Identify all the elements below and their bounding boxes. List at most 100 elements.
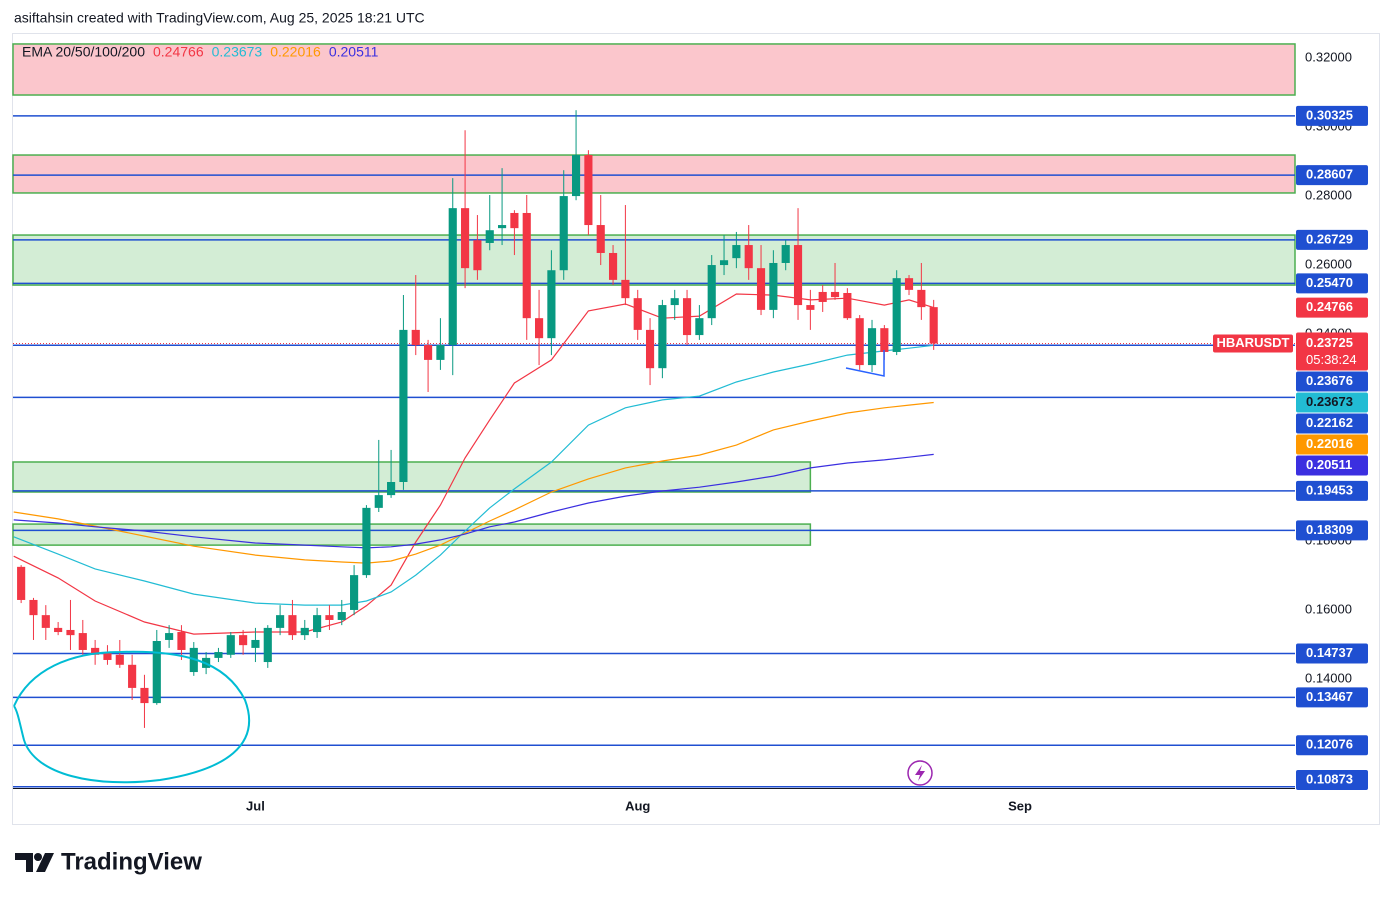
x-tick-label: Aug: [625, 798, 650, 813]
candle-body: [152, 641, 161, 704]
candle-body: [411, 329, 420, 346]
candle-body: [78, 633, 87, 650]
candle-body: [288, 615, 297, 636]
price-label-box: [1296, 297, 1368, 318]
drawings: [13, 350, 933, 786]
candle-body: [682, 298, 692, 336]
price-label-box: [1296, 413, 1368, 434]
zone: [12, 461, 812, 493]
zone: [12, 523, 812, 546]
brand: TradingView: [61, 848, 202, 875]
candle-body: [140, 687, 149, 704]
price-label-box: [1296, 273, 1368, 294]
candle-body: [485, 230, 494, 243]
candle-body: [855, 318, 864, 366]
y-tick-label: 0.14000: [1305, 670, 1352, 685]
candle-body: [325, 615, 334, 620]
zone: [12, 154, 1296, 194]
price-label: 0.22162: [1306, 415, 1353, 430]
legend-value: 0.22016: [270, 44, 321, 60]
candle-body: [461, 208, 470, 269]
x-tick-label: Jul: [246, 798, 265, 813]
candle-body: [756, 268, 766, 310]
candle-body: [547, 270, 556, 339]
levels: [13, 115, 1295, 788]
ema-line: [13, 401, 934, 564]
candle-body: [128, 664, 137, 688]
price-label: 0.24766: [1306, 299, 1353, 314]
price-label-box: [1296, 480, 1368, 501]
price-label: 0.19453: [1306, 482, 1353, 497]
y-tick-label: 0.32000: [1305, 50, 1352, 65]
logo-dot: [34, 853, 42, 861]
candle-body: [239, 635, 248, 646]
candle-body: [904, 278, 914, 290]
countdown: 05:38:24: [1306, 352, 1357, 367]
price-label-box: [1296, 643, 1368, 664]
zone: [12, 43, 1296, 96]
candle-body: [929, 307, 938, 344]
candle-body: [54, 627, 63, 633]
candle-body: [571, 155, 581, 197]
candle-body: [707, 265, 716, 319]
candle-body: [621, 279, 630, 299]
event-bolt: [915, 765, 925, 781]
candle-body: [633, 298, 642, 330]
price-label: 0.23673: [1306, 394, 1353, 409]
price-label: 0.30325: [1306, 107, 1353, 122]
candle-body: [781, 245, 790, 263]
candle-body: [29, 599, 38, 616]
price-label-box: [1296, 455, 1368, 476]
candle-body: [645, 329, 655, 369]
price-label: 0.23676: [1306, 373, 1353, 388]
candle-body: [559, 196, 568, 271]
price-label-box: [1296, 371, 1368, 392]
candle-body: [41, 615, 50, 628]
candle-body: [793, 245, 803, 306]
symbol: HBARUSDT: [1217, 335, 1290, 350]
candle-body: [843, 292, 852, 319]
chart-frame: [12, 33, 1380, 825]
price-label: 0.13467: [1306, 689, 1353, 704]
candle-body: [719, 260, 729, 266]
candle-body: [424, 345, 433, 360]
candle-body: [214, 652, 223, 658]
price-label-box: [1296, 229, 1368, 250]
candle-body: [436, 345, 445, 360]
price-label-box: [1296, 332, 1368, 371]
symbol-box: [1213, 334, 1293, 353]
y-tick-label: 0.28000: [1305, 188, 1352, 203]
price-label: 0.25470: [1306, 275, 1353, 290]
candle-body: [276, 615, 285, 628]
brand-logo[interactable]: TradingView: [15, 848, 202, 875]
price-axis: 0.320000.300000.280000.260000.240000.180…: [1213, 50, 1368, 790]
price-label-box: [1296, 770, 1368, 790]
candle-body: [510, 212, 519, 229]
price-label: 0.28607: [1306, 167, 1353, 182]
candle-body: [658, 305, 667, 369]
candle-body: [251, 639, 260, 648]
candle-body: [374, 495, 383, 508]
candle-body: [498, 225, 507, 229]
price-label: 0.23725: [1306, 335, 1353, 350]
price-label: 0.26729: [1306, 231, 1353, 246]
ema-lines: [13, 293, 934, 635]
price-label-box: [1296, 105, 1368, 126]
price-label: 0.14737: [1306, 645, 1353, 660]
candle-body: [313, 615, 322, 633]
candle-body: [66, 629, 75, 636]
candle-body: [818, 291, 827, 302]
candle-body: [830, 291, 840, 298]
candle-body: [387, 481, 396, 496]
zones: [12, 43, 1296, 546]
price-label: 0.20511: [1306, 457, 1352, 472]
ema-line: [13, 453, 934, 549]
candle-body: [892, 278, 901, 352]
logo-mark: [15, 853, 33, 872]
x-tick-label: Sep: [1008, 798, 1032, 813]
legend-value: 0.24766: [153, 44, 204, 60]
price-label-box: [1296, 392, 1368, 413]
candle-body: [584, 155, 593, 226]
candle-body: [337, 612, 346, 620]
